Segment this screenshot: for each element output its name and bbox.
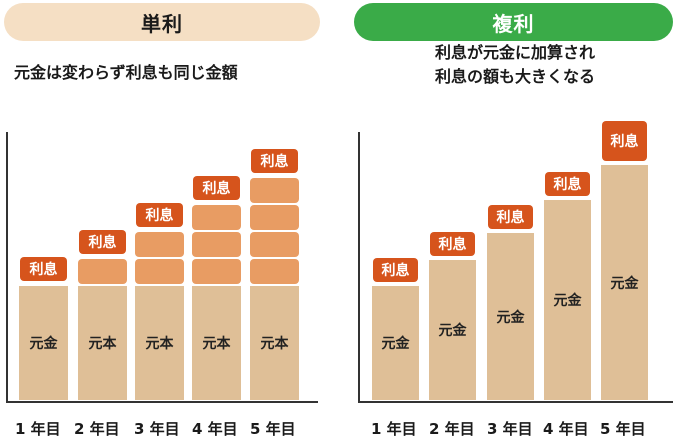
simple-accumulated-interest-block — [78, 259, 127, 284]
simple-accumulated-interest-block — [192, 259, 241, 284]
compound-interest-description: 利息が元金に加算され 利息の額も大きくなる — [356, 41, 674, 89]
simple-year-label-2: 2 年目 — [74, 420, 120, 438]
simple-accumulated-interest-block — [250, 259, 299, 284]
compound-principal-bar: 元金 — [372, 286, 419, 400]
simple-y-axis — [6, 132, 8, 402]
simple-accumulated-interest-block — [135, 232, 184, 257]
compound-year-label-5: 5 年目 — [600, 420, 646, 438]
simple-accumulated-interest-block — [250, 178, 299, 203]
compound-principal-bar: 元金 — [429, 260, 476, 400]
compound-interest-title: 複利 — [354, 3, 673, 41]
compound-interest-tag: 利息 — [488, 205, 533, 229]
compound-principal-bar: 元金 — [544, 200, 591, 400]
simple-x-axis — [6, 401, 318, 403]
simple-interest-title: 単利 — [4, 3, 320, 41]
simple-interest-tag: 利息 — [20, 257, 67, 281]
compound-year-label-4: 4 年目 — [543, 420, 589, 438]
compound-interest-tag: 利息 — [545, 172, 590, 196]
simple-interest-description: 元金は変わらず利息も同じ金額 — [14, 63, 238, 82]
compound-year-label-3: 3 年目 — [487, 420, 533, 438]
simple-interest-tag: 利息 — [193, 176, 240, 200]
simple-interest-tag: 利息 — [136, 203, 183, 227]
simple-year-label-5: 5 年目 — [250, 420, 296, 438]
simple-accumulated-interest-block — [250, 205, 299, 230]
compound-interest-tag: 利息 — [430, 232, 475, 256]
simple-year-label-4: 4 年目 — [192, 420, 238, 438]
simple-interest-tag: 利息 — [251, 149, 298, 173]
compound-description-line-2: 利息の額も大きくなる — [434, 67, 595, 86]
compound-y-axis — [358, 132, 360, 402]
compound-interest-tag: 利息 — [373, 258, 418, 282]
compound-year-label-1: 1 年目 — [371, 420, 417, 438]
simple-year-label-1: 1 年目 — [15, 420, 61, 438]
compound-x-axis — [358, 401, 673, 403]
simple-principal-bar: 元本 — [192, 286, 241, 400]
compound-principal-bar: 元金 — [601, 165, 648, 400]
simple-accumulated-interest-block — [192, 232, 241, 257]
simple-accumulated-interest-block — [192, 205, 241, 230]
simple-accumulated-interest-block — [135, 259, 184, 284]
simple-principal-bar: 元本 — [135, 286, 184, 400]
compound-principal-bar: 元金 — [487, 233, 534, 400]
simple-principal-bar: 元金 — [19, 286, 68, 400]
compound-description-line-1: 利息が元金に加算され — [434, 43, 595, 62]
compound-interest-tag: 利息 — [602, 121, 647, 161]
simple-principal-bar: 元本 — [78, 286, 127, 400]
simple-principal-bar: 元本 — [250, 286, 299, 400]
simple-interest-tag: 利息 — [79, 230, 126, 254]
simple-accumulated-interest-block — [250, 232, 299, 257]
compound-year-label-2: 2 年目 — [429, 420, 475, 438]
simple-year-label-3: 3 年目 — [134, 420, 180, 438]
